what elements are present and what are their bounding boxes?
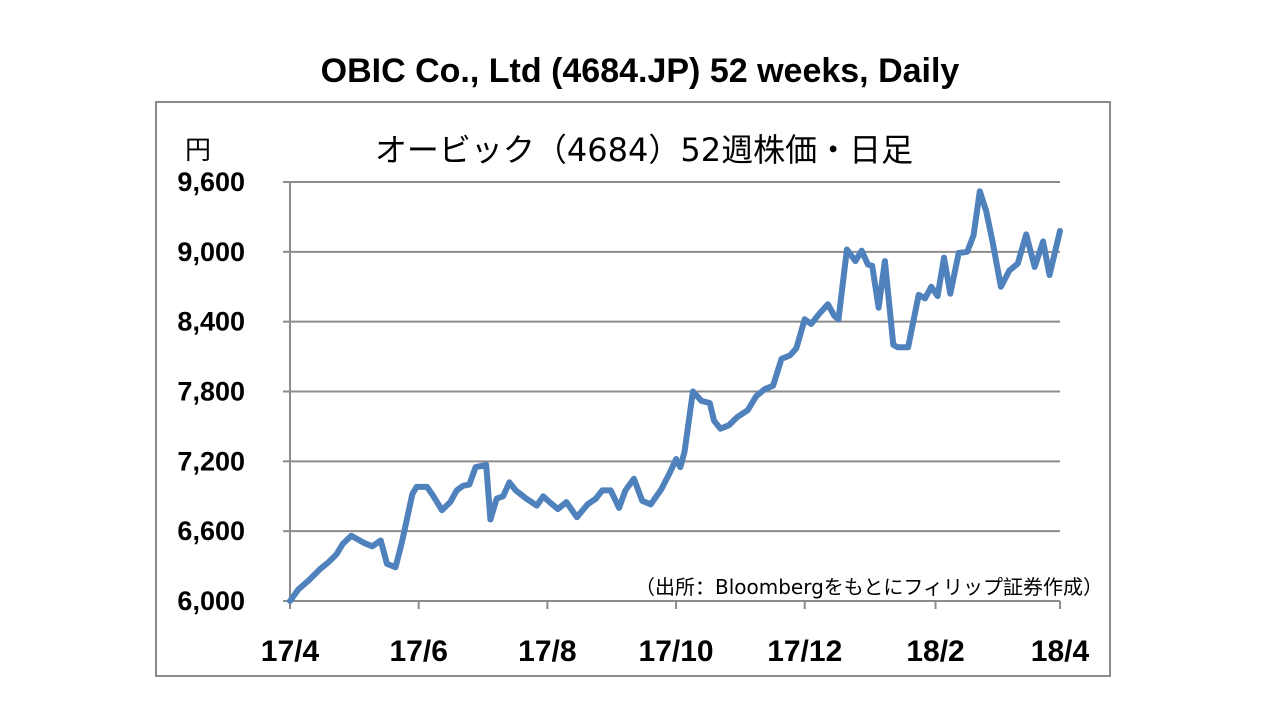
axes (283, 181, 1061, 609)
x-tick-label: 17/10 (639, 635, 714, 668)
y-axis-unit: 円 (185, 136, 211, 166)
x-tick-labels: 17/4 17/6 17/8 17/10 17/12 18/2 18/4 (261, 635, 1090, 668)
chart-title: オービック（4684）52週株価・日足 (375, 131, 913, 169)
x-tick-label: 18/2 (906, 635, 964, 668)
y-tick-label: 9,000 (177, 237, 245, 267)
series-layer (287, 188, 1063, 604)
chart-frame: 6,000 6,600 7,200 7,800 8,400 9,000 9,600 17/4… (155, 101, 1111, 677)
outer-title: OBIC Co., Ltd (4684.JP) 52 weeks, Daily (320, 52, 960, 90)
y-tick-label: 6,000 (177, 586, 245, 616)
x-tick-label: 18/4 (1031, 635, 1090, 668)
y-tick-label: 9,600 (177, 167, 245, 197)
y-tick-label: 7,800 (177, 377, 245, 407)
x-tick-label: 17/12 (767, 635, 842, 668)
source-note: （出所：Bloombergをもとにフィリップ証券作成） (635, 575, 1103, 599)
y-tick-label: 6,600 (177, 516, 245, 546)
y-tick-label: 8,400 (177, 307, 245, 337)
y-tick-label: 7,200 (177, 446, 245, 476)
y-tick-labels: 6,000 6,600 7,200 7,800 8,400 9,000 9,600 (177, 167, 245, 616)
price-series-line (287, 188, 1063, 604)
x-tick-label: 17/8 (518, 635, 576, 668)
x-tick-label: 17/6 (389, 635, 447, 668)
price-chart: 6,000 6,600 7,200 7,800 8,400 9,000 9,600 17/4… (177, 131, 1103, 668)
grid-lines (290, 181, 1060, 533)
x-tick-label: 17/4 (261, 635, 320, 668)
